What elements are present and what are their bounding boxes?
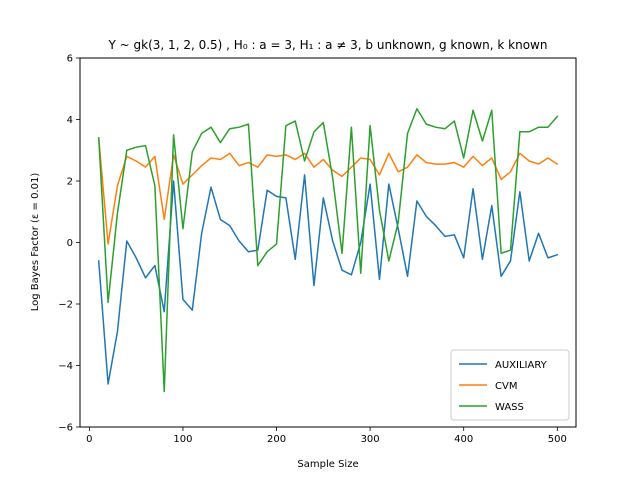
y-axis-ticks: −6 −4 −2 0 2 4 6	[58, 54, 80, 434]
x-tick-label: 0	[86, 434, 92, 445]
y-tick-label: 0	[67, 238, 73, 249]
x-tick-label: 100	[173, 434, 192, 445]
legend-label-wass: WASS	[495, 402, 524, 413]
x-axis-ticks: 0 100 200 300 400 500	[86, 427, 567, 445]
y-tick-label: 6	[67, 54, 73, 65]
legend-label-cvm: CVM	[495, 381, 517, 392]
y-tick-label: 4	[67, 115, 73, 126]
legend: AUXILIARY CVM WASS	[450, 349, 570, 421]
x-tick-label: 300	[361, 434, 380, 445]
x-tick-label: 500	[548, 434, 567, 445]
y-tick-label: −4	[58, 361, 73, 372]
y-axis-label: Log Bayes Factor (ε = 0.01)	[30, 173, 41, 312]
y-tick-label: −2	[58, 300, 73, 311]
legend-box	[450, 349, 570, 421]
series-line-auxiliary	[97, 174, 559, 385]
series-layer	[97, 107, 559, 393]
y-tick-label: 2	[67, 177, 73, 188]
series-line-wass	[97, 107, 559, 393]
chart-title: Y ~ gk(3, 1, 2, 0.5) , H₀ : a = 3, H₁ : …	[108, 38, 548, 52]
legend-label-auxiliary: AUXILIARY	[495, 360, 548, 371]
x-axis-label: Sample Size	[297, 459, 358, 470]
x-tick-label: 400	[454, 434, 473, 445]
x-tick-label: 200	[267, 434, 286, 445]
y-tick-label: −6	[58, 423, 73, 434]
series-line-cvm	[97, 137, 559, 245]
